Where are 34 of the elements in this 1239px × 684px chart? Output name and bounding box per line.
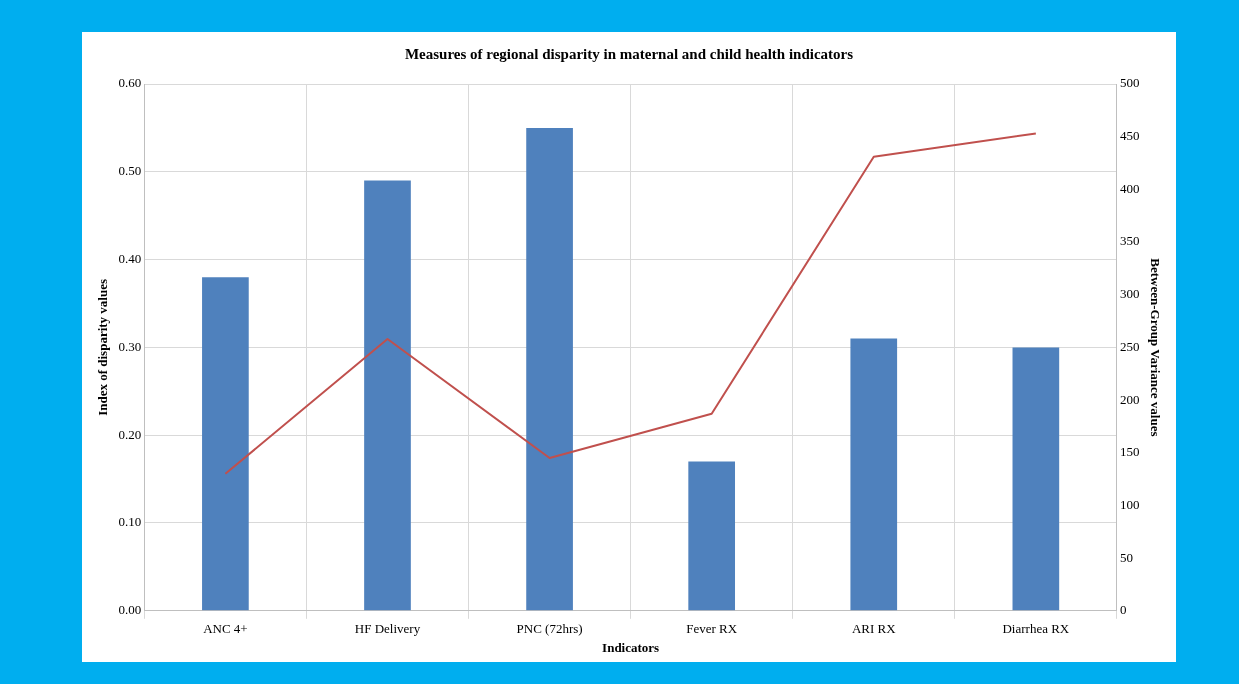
y2-tick-label: 350 bbox=[1119, 233, 1140, 249]
bar bbox=[850, 338, 898, 611]
x-tick-label: ANC 4+ bbox=[203, 621, 248, 637]
bar bbox=[526, 127, 573, 611]
y2-tick-label: 200 bbox=[1119, 391, 1140, 407]
y2-tick-label: 500 bbox=[1119, 75, 1140, 91]
x-tick-label: Diarrhea RX bbox=[1002, 621, 1070, 637]
x-tick-label: HF Delivery bbox=[354, 621, 421, 637]
y2-tick-label: 150 bbox=[1119, 444, 1140, 460]
y2-tick-label: 300 bbox=[1119, 286, 1140, 302]
x-tick-label: Fever RX bbox=[686, 621, 738, 637]
y-tick-label: 0.50 bbox=[118, 163, 142, 179]
chart-title: Measures of regional disparity in maternal and child health indicators bbox=[404, 45, 854, 62]
y-axis-title: Index of disparity values bbox=[95, 278, 111, 416]
y2-tick-label: 100 bbox=[1119, 496, 1140, 512]
y-tick-label: 0.20 bbox=[118, 426, 142, 442]
y2-tick-label: 0 bbox=[1119, 602, 1127, 618]
y2-tick-label: 250 bbox=[1119, 338, 1140, 354]
bar bbox=[688, 461, 736, 611]
x-tick-label: ARI RX bbox=[851, 621, 897, 637]
bar bbox=[202, 277, 249, 611]
y2-axis-title: Between-Group Variance values bbox=[1147, 258, 1163, 437]
y-tick-label: 0.40 bbox=[118, 251, 142, 267]
x-axis-title: Indicators bbox=[602, 639, 660, 655]
y-tick-label: 0.60 bbox=[118, 75, 142, 91]
bar bbox=[364, 180, 411, 611]
y2-tick-label: 400 bbox=[1119, 180, 1140, 196]
y2-tick-label: 450 bbox=[1119, 128, 1140, 144]
y-tick-label: 0.10 bbox=[118, 514, 142, 530]
y-tick-label: 0.00 bbox=[118, 602, 142, 618]
bar bbox=[1012, 347, 1060, 611]
y2-tick-label: 50 bbox=[1119, 549, 1133, 565]
x-tick-label: PNC (72hrs) bbox=[516, 621, 583, 637]
y-tick-label: 0.30 bbox=[118, 338, 142, 354]
